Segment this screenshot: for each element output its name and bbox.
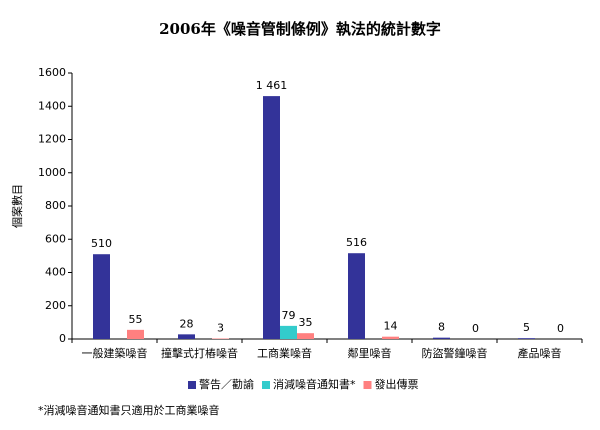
value-label: 1 461 [256,79,288,92]
y-tick-label: 800 [45,199,66,212]
legend-label: 發出傳票 [375,377,419,391]
legend-label: 消減噪音通知書* [273,377,356,391]
x-tick-label: 防盜警鐘噪音 [422,346,488,360]
y-tick-label: 600 [45,232,66,245]
value-label: 510 [91,237,112,250]
bar [382,336,399,339]
legend-marker [363,381,372,389]
chart-title: 2006年《噪音管制條例》執法的統計數字 [159,20,441,38]
y-tick-label: 1600 [38,66,66,79]
bar [178,334,195,339]
bar [93,254,110,339]
bar [280,325,297,339]
y-tick-label: 0 [59,332,66,345]
value-label: 14 [384,320,398,333]
x-tick-label: 產品噪音 [518,346,562,360]
bar [433,337,450,339]
legend-marker [188,381,196,389]
y-axis-label: 個案數目 [10,184,24,228]
bar [297,333,314,339]
y-tick-label: 1000 [38,166,66,179]
value-label: 516 [346,236,367,249]
legend-label: 警告／勸諭 [199,377,254,391]
value-label: 3 [217,322,224,335]
value-label: 8 [438,321,445,334]
y-tick-label: 1200 [38,133,66,146]
bar [263,96,280,339]
x-tick-label: 撞擊式打樁噪音 [161,346,238,360]
value-label: 35 [299,316,313,329]
bar [348,253,365,339]
value-label: 79 [282,309,296,322]
value-label: 28 [180,317,194,330]
x-tick-label: 工商業噪音 [257,346,312,360]
value-label: 0 [472,322,479,335]
value-label: 0 [557,322,564,335]
value-label: 5 [523,321,530,334]
y-tick-label: 400 [45,266,66,279]
x-tick-label: 一般建築噪音 [82,346,148,360]
bar [127,329,144,339]
y-tick-label: 1400 [38,99,66,112]
legend-marker [262,381,270,389]
x-tick-label: 鄰里噪音 [348,346,392,360]
footnote: *消減噪音通知書只適用於工商業噪音 [38,403,220,417]
y-tick-label: 200 [45,299,66,312]
bar [518,338,535,339]
value-label: 55 [129,313,143,326]
